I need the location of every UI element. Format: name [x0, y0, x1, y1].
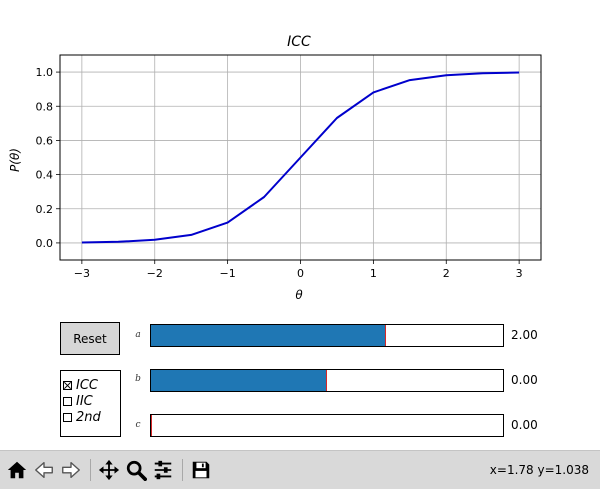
checkbox-2nd-box[interactable]: [63, 412, 72, 422]
zoom-icon[interactable]: [124, 458, 148, 482]
x-tick-label: −2: [147, 267, 163, 280]
slider-b-value: 0.00: [511, 373, 538, 387]
cursor-coordinates: x=1.78 y=1.038: [489, 463, 589, 477]
toolbar-separator: [90, 459, 91, 481]
checkbox-iic-box[interactable]: [63, 396, 72, 406]
x-tick-label: 2: [443, 267, 450, 280]
back-icon[interactable]: [32, 458, 56, 482]
checkbox-icc-label: ICC: [76, 377, 98, 393]
curve-checkbox-panel: ICC IIC 2nd: [60, 370, 121, 437]
y-axis-label: P(θ): [8, 148, 22, 172]
slider-c-value: 0.00: [511, 418, 538, 432]
checkbox-iic[interactable]: IIC: [63, 393, 93, 409]
slider-b-label: b: [135, 374, 141, 384]
x-tick-label: 3: [516, 267, 523, 280]
checkbox-2nd[interactable]: 2nd: [63, 409, 101, 425]
y-tick-label: 0.0: [36, 237, 54, 250]
slider-a-fill: [151, 325, 386, 346]
slider-b[interactable]: [150, 369, 504, 392]
home-icon[interactable]: [5, 458, 29, 482]
save-icon[interactable]: [189, 458, 213, 482]
x-tick-label: 0: [297, 267, 304, 280]
icc-curve-line: [81, 71, 520, 244]
slider-a-label: a: [135, 330, 141, 340]
checkbox-icc-box[interactable]: [63, 380, 72, 390]
y-tick-label: 0.2: [36, 203, 54, 216]
slider-c[interactable]: [150, 414, 504, 437]
slider-b-fill: [151, 370, 327, 391]
slider-a-handle[interactable]: [385, 325, 386, 346]
x-axis-label: θ: [295, 288, 303, 302]
x-tick-label: 1: [370, 267, 377, 280]
reset-button[interactable]: Reset: [60, 322, 120, 355]
slider-b-handle[interactable]: [326, 370, 327, 391]
navigation-toolbar: x=1.78 y=1.038: [0, 450, 600, 489]
slider-c-label: c: [135, 420, 141, 430]
checkbox-icc[interactable]: ICC: [63, 377, 98, 393]
plot-frame: [59, 54, 542, 261]
pan-icon[interactable]: [97, 458, 121, 482]
plot-area: −3 −2 −1 0 1 2 3 0.0 0.2 0.4 0.6 0.8 1.0: [36, 54, 542, 280]
forward-icon[interactable]: [59, 458, 83, 482]
figure-canvas: ICC −3 −2 −1 0 1 2 3 0.0 0.2 0.4 0.6 0.8 1.0 θ P(θ): [8, 34, 542, 302]
slider-a[interactable]: [150, 324, 504, 347]
toolbar-separator: [182, 459, 183, 481]
slider-a-value: 2.00: [511, 328, 538, 342]
y-tick-label: 0.4: [36, 169, 54, 182]
checkbox-iic-label: IIC: [76, 393, 93, 409]
slider-c-handle[interactable]: [151, 415, 152, 436]
configure-subplots-icon[interactable]: [151, 458, 175, 482]
chart-title: ICC: [287, 34, 311, 50]
x-tick-label: −3: [74, 267, 90, 280]
checkbox-2nd-label: 2nd: [76, 409, 101, 425]
y-tick-label: 0.6: [36, 134, 54, 147]
y-tick-label: 1.0: [36, 66, 54, 79]
y-tick-label: 0.8: [36, 100, 54, 113]
x-tick-label: −1: [220, 267, 236, 280]
